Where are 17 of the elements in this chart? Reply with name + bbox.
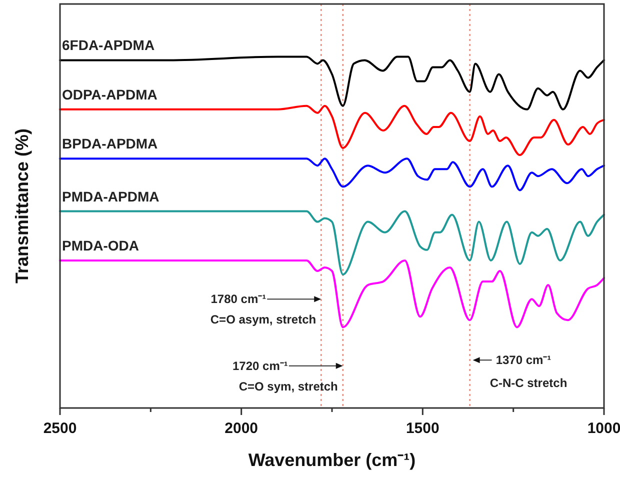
- annotation: C=O asym, stretch: [210, 312, 316, 327]
- annotation: C=O sym, stretch: [238, 379, 338, 394]
- x-tick-label: 1500: [406, 420, 440, 437]
- x-tick-label: 2000: [224, 420, 258, 437]
- annotation: C-N-C stretch: [490, 376, 568, 390]
- annotation: 1370 cm⁻¹: [496, 353, 552, 368]
- x-tick-label: 2500: [43, 420, 77, 437]
- series-label: ODPA-APDMA: [62, 86, 158, 102]
- y-axis-title: Transmittance (%): [12, 128, 32, 284]
- annotation: 1780 cm⁻¹: [210, 292, 266, 306]
- series-label: BPDA-APDMA: [62, 136, 158, 152]
- annotation: 1720 cm⁻¹: [232, 358, 288, 373]
- series-label: PMDA-ODA: [62, 237, 139, 254]
- x-axis-title: Wavenumber (cm⁻¹): [248, 450, 416, 470]
- x-tick-label: 1000: [587, 420, 620, 437]
- series-label: 6FDA-APDMA: [62, 37, 155, 54]
- series-label: PMDA-APDMA: [62, 188, 160, 204]
